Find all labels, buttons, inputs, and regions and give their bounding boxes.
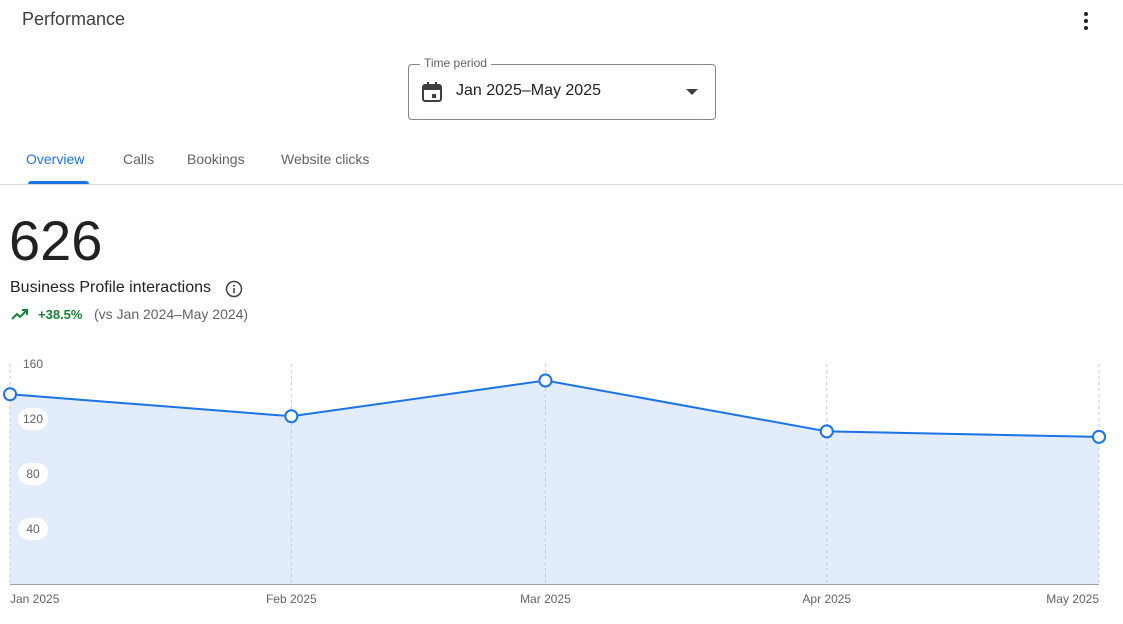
tab[interactable]: Overview xyxy=(26,151,85,167)
tab[interactable]: Website clicks xyxy=(281,151,370,167)
more-menu[interactable] xyxy=(1080,10,1092,32)
info-icon[interactable] xyxy=(225,280,243,298)
dropdown-arrow xyxy=(686,89,698,95)
y-tick-label: 40 xyxy=(26,522,40,536)
divider xyxy=(0,184,1123,185)
metric-change: +38.5% xyxy=(38,307,83,322)
tab[interactable]: Bookings xyxy=(187,151,245,167)
point xyxy=(538,373,553,388)
time-period-value: Jan 2025–May 2025 xyxy=(456,82,601,99)
y-tick-background xyxy=(18,463,48,485)
y-tick-background xyxy=(18,518,48,540)
time-period-select[interactable] xyxy=(408,64,716,120)
time-period-label: Time period xyxy=(420,56,491,70)
active-tab-indicator xyxy=(28,181,89,184)
page-title: Performance xyxy=(22,9,126,29)
metric-label: Business Profile interactions xyxy=(10,279,211,296)
x-tick-label: Jan 2025 xyxy=(10,592,60,606)
y-tick-background xyxy=(18,353,48,375)
y-tick-label: 160 xyxy=(23,357,43,371)
point xyxy=(1092,429,1106,444)
trend-icon xyxy=(11,309,28,320)
tab[interactable]: Calls xyxy=(123,151,155,167)
metric-value: 626 xyxy=(9,209,103,272)
point xyxy=(3,387,17,402)
point xyxy=(819,424,834,439)
x-tick-label: May 2025 xyxy=(1046,592,1099,606)
y-tick-label: 80 xyxy=(26,467,40,481)
y-tick-label: 120 xyxy=(23,412,43,426)
point xyxy=(284,409,299,424)
calendar-icon xyxy=(422,82,442,102)
x-tick-label: Feb 2025 xyxy=(266,592,317,606)
x-tick-label: Apr 2025 xyxy=(802,592,851,606)
metric-comparison: (vs Jan 2024–May 2024) xyxy=(94,306,249,322)
area xyxy=(10,380,1099,584)
x-tick-label: Mar 2025 xyxy=(520,592,571,606)
y-tick-background xyxy=(18,408,48,430)
